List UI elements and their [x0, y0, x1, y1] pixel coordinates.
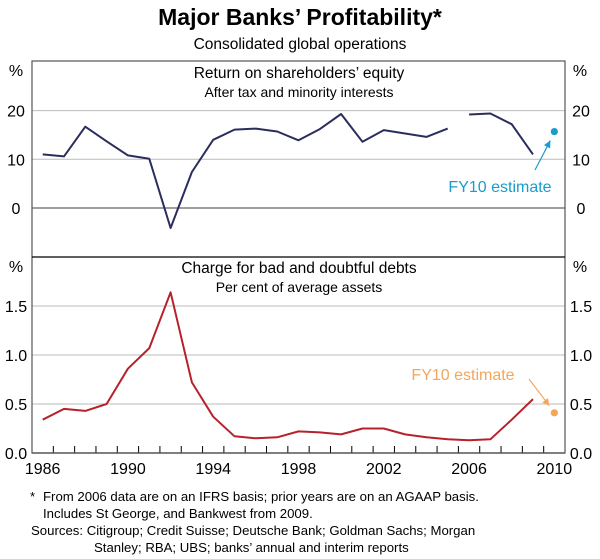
roe-ytick-label-left: 20 [7, 104, 25, 121]
bad-debts-ytick-label-right: 1.5 [570, 299, 592, 316]
roe-ytick-label-left: 10 [7, 152, 25, 169]
roe-panel: Return on shareholders’ equity After tax… [7, 63, 590, 229]
roe-ytick-label-right: 0 [577, 201, 586, 218]
roe-series-line [469, 112, 534, 155]
bad-debts-estimate-label: FY10 estimate [411, 367, 514, 384]
bad-debts-ytick-label-right: 0.0 [570, 446, 592, 463]
bad-debts-ytick-label-left: 0.0 [5, 446, 27, 463]
roe-ytick-label-left: 0 [12, 201, 21, 218]
roe-estimate-label: FY10 estimate [448, 179, 551, 196]
bad-debts-estimate-arrow-head [542, 398, 550, 406]
sources-line-2: Stanley; RBA; UBS; banks’ annual and int… [94, 540, 409, 555]
bad-debts-panel-title: Charge for bad and doubtful debts [181, 260, 417, 277]
roe-ylabel-right: % [573, 63, 587, 80]
footnote-star: * [30, 489, 35, 504]
footnotes: * From 2006 data are on an IFRS basis; p… [30, 489, 479, 555]
bad-debts-ytick-label-left: 0.5 [5, 397, 27, 414]
bad-debts-ylabel-left: % [9, 259, 23, 276]
roe-gridlines [32, 110, 565, 209]
bad-debts-panel: Charge for bad and doubtful debts Per ce… [5, 259, 592, 478]
bad-debts-estimate-point [550, 409, 558, 417]
x-tick-label: 2002 [366, 461, 402, 478]
bad-debts-ytick-label-right: 1.0 [570, 348, 592, 365]
roe-panel-subtitle: After tax and minority interests [204, 84, 393, 100]
bad-debts-gridlines [32, 305, 565, 405]
x-tick-label: 1986 [25, 461, 61, 478]
footnote-line-2: Includes St George, and Bankwest from 20… [43, 506, 313, 521]
chart-title: Major Banks’ Profitability* [158, 4, 442, 30]
roe-ylabel-left: % [9, 63, 23, 80]
bad-debts-series-line [42, 291, 534, 442]
chart-subtitle: Consolidated global operations [194, 36, 407, 53]
bad-debts-ytick-label-right: 0.5 [570, 397, 592, 414]
x-tick-label: 1990 [110, 461, 146, 478]
roe-estimate-annotation: FY10 estimate [448, 127, 558, 196]
bad-debts-ytick-label-left: 1.0 [5, 348, 27, 365]
x-tick-label: 2006 [451, 461, 487, 478]
x-tick-label: 2010 [537, 461, 573, 478]
x-tick-label: 1994 [195, 461, 231, 478]
bad-debts-panel-subtitle: Per cent of average assets [216, 279, 383, 295]
bad-debts-estimate-annotation: FY10 estimate [411, 367, 558, 417]
roe-estimate-arrow-head [544, 140, 551, 149]
roe-panel-title: Return on shareholders’ equity [194, 65, 405, 82]
roe-ytick-label-right: 10 [572, 152, 590, 169]
roe-ytick-label-right: 20 [572, 104, 590, 121]
bad-debts-ytick-label-left: 1.5 [5, 299, 27, 316]
x-axis: 1986 1990 1994 1998 2002 2006 2010 [25, 446, 572, 478]
sources-line-1: Sources: Citigroup; Credit Suisse; Deuts… [31, 523, 475, 538]
footnote-line-1: From 2006 data are on an IFRS basis; pri… [43, 489, 479, 504]
roe-series-line [42, 113, 449, 229]
roe-estimate-point [550, 127, 558, 136]
x-tick-label: 1998 [281, 461, 317, 478]
bad-debts-ylabel-right: % [573, 259, 587, 276]
